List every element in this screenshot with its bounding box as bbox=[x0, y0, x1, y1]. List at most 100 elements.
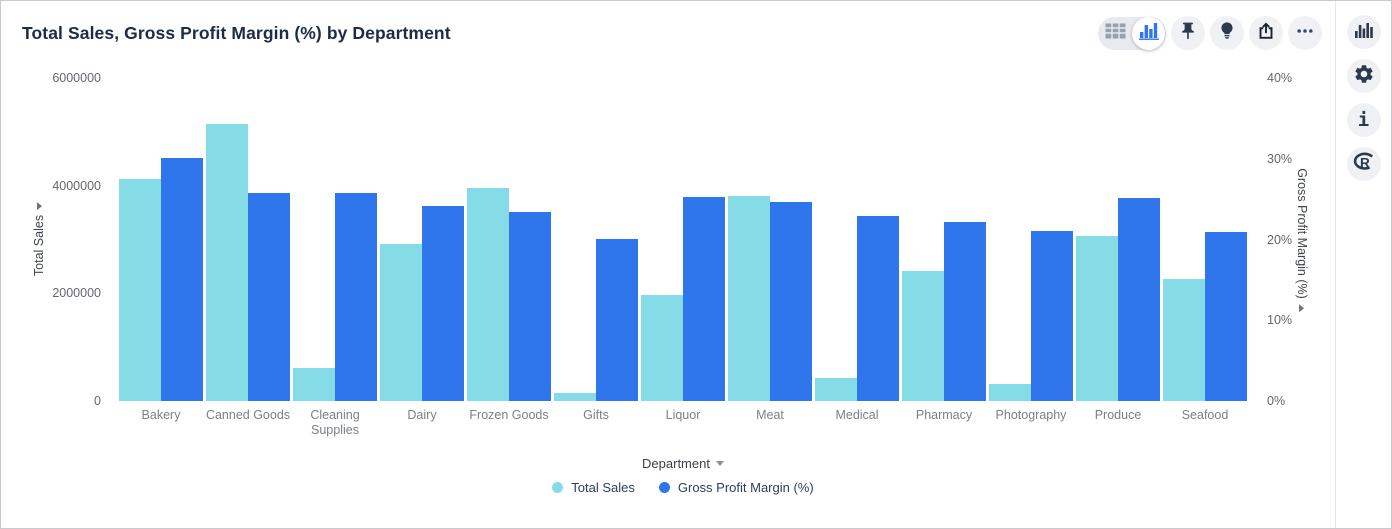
gross-profit-margin-bar[interactable] bbox=[335, 193, 377, 401]
bar-group-seafood bbox=[1163, 78, 1247, 401]
total-sales-bar[interactable] bbox=[902, 271, 944, 401]
total-sales-bar[interactable] bbox=[293, 368, 335, 401]
share-icon bbox=[1256, 21, 1276, 46]
settings-gear-icon bbox=[1353, 63, 1375, 90]
lightbulb-icon bbox=[1217, 20, 1237, 46]
total-sales-bar[interactable] bbox=[380, 244, 422, 401]
gross-profit-margin-bar[interactable] bbox=[1118, 198, 1160, 401]
bar-group-dairy bbox=[380, 78, 464, 401]
bar-group-produce bbox=[1076, 78, 1160, 401]
legend-item[interactable]: Total Sales bbox=[552, 480, 635, 495]
gross-profit-margin-bar[interactable] bbox=[1205, 232, 1247, 401]
bar-group-frozen-goods bbox=[467, 78, 551, 401]
right-axis-tick: 10% bbox=[1267, 313, 1293, 328]
chart-title: Total Sales, Gross Profit Margin (%) by … bbox=[22, 23, 451, 43]
bar-group-meat bbox=[728, 78, 812, 401]
table-view-button[interactable] bbox=[1099, 17, 1132, 50]
lightbulb-button[interactable] bbox=[1210, 16, 1244, 50]
bar-group-gifts bbox=[554, 78, 638, 401]
legend-item[interactable]: Gross Profit Margin (%) bbox=[658, 480, 814, 495]
left-axis-sort-caret-icon bbox=[36, 201, 42, 210]
left-axis-label[interactable]: Total Sales bbox=[32, 201, 46, 277]
total-sales-bar[interactable] bbox=[119, 179, 161, 401]
total-sales-bar[interactable] bbox=[641, 295, 683, 401]
category-label: Pharmacy bbox=[915, 408, 973, 422]
left-axis-tick: 6000000 bbox=[52, 71, 101, 85]
category-label: Cleaning Supplies bbox=[310, 408, 360, 437]
category-label: Liquor bbox=[665, 408, 701, 422]
gross-profit-margin-bar[interactable] bbox=[248, 193, 290, 401]
card-toolbar bbox=[1098, 16, 1322, 50]
table-view-icon bbox=[1105, 22, 1126, 44]
bar-group-cleaning-supplies bbox=[293, 78, 377, 401]
gross-profit-margin-bar[interactable] bbox=[596, 239, 638, 401]
pin-icon bbox=[1178, 21, 1198, 46]
category-label: Meat bbox=[756, 408, 784, 422]
bar-group-photography bbox=[989, 78, 1073, 401]
category-label: Medical bbox=[835, 408, 879, 422]
left-axis-tick: 2000000 bbox=[52, 286, 101, 301]
column-chart-icon bbox=[1354, 21, 1373, 44]
bar-group-pharmacy bbox=[902, 78, 986, 401]
bar-chart-view-icon bbox=[1138, 22, 1159, 45]
bar-group-liquor bbox=[641, 78, 725, 401]
right-axis-tick: 40% bbox=[1267, 71, 1293, 85]
category-label: Gifts bbox=[583, 408, 609, 422]
bar-group-medical bbox=[815, 78, 899, 401]
legend-dot-icon bbox=[658, 482, 670, 493]
legend-label: Gross Profit Margin (%) bbox=[677, 480, 814, 495]
department-dropdown-caret-icon bbox=[715, 461, 724, 466]
right-axis-tick: 20% bbox=[1267, 232, 1293, 247]
gross-profit-margin-bar[interactable] bbox=[1031, 231, 1073, 401]
plot-area bbox=[119, 78, 1247, 401]
gross-profit-margin-bar[interactable] bbox=[770, 202, 812, 401]
settings-button[interactable] bbox=[1346, 59, 1381, 93]
total-sales-bar[interactable] bbox=[206, 124, 248, 401]
legend-label: Total Sales bbox=[571, 480, 635, 495]
rail-divider bbox=[1335, 1, 1336, 528]
category-label: Photography bbox=[995, 408, 1067, 422]
total-sales-bar[interactable] bbox=[1163, 279, 1205, 401]
x-axis-title-text: Department bbox=[642, 456, 710, 471]
chart-view-button[interactable] bbox=[1132, 16, 1165, 50]
total-sales-bar[interactable] bbox=[1076, 236, 1118, 401]
total-sales-bar[interactable] bbox=[554, 393, 596, 401]
info-button[interactable]: i bbox=[1346, 103, 1381, 137]
legend-dot-icon bbox=[552, 482, 564, 493]
total-sales-bar[interactable] bbox=[728, 196, 770, 401]
category-label: Canned Goods bbox=[205, 408, 291, 422]
view-toggle bbox=[1098, 16, 1166, 50]
column-chart-button[interactable] bbox=[1346, 15, 1381, 49]
category-label: Frozen Goods bbox=[469, 408, 549, 422]
total-sales-bar[interactable] bbox=[815, 378, 857, 401]
more-icon bbox=[1295, 21, 1315, 46]
r-script-button[interactable]: R bbox=[1346, 147, 1381, 181]
category-label: Bakery bbox=[141, 408, 181, 422]
category-label: Dairy bbox=[407, 408, 437, 422]
left-axis-label-text: Total Sales bbox=[32, 214, 46, 277]
right-axis-sort-caret-icon bbox=[1299, 303, 1305, 312]
bar-group-canned-goods bbox=[206, 78, 290, 401]
share-button[interactable] bbox=[1249, 16, 1283, 50]
side-rail: i R bbox=[1336, 15, 1391, 181]
total-sales-bar[interactable] bbox=[989, 384, 1031, 401]
category-label: Seafood bbox=[1181, 408, 1229, 422]
gross-profit-margin-bar[interactable] bbox=[161, 158, 203, 401]
gross-profit-margin-bar[interactable] bbox=[857, 216, 899, 401]
gross-profit-margin-bar[interactable] bbox=[422, 206, 464, 401]
right-axis-tick: 30% bbox=[1267, 151, 1293, 166]
r-script-icon: R bbox=[1352, 151, 1376, 178]
pin-button[interactable] bbox=[1171, 16, 1205, 50]
more-button[interactable] bbox=[1288, 16, 1322, 50]
gross-profit-margin-bar[interactable] bbox=[683, 197, 725, 401]
gross-profit-margin-bar[interactable] bbox=[944, 222, 986, 401]
bar-group-bakery bbox=[119, 78, 203, 401]
svg-text:R: R bbox=[1360, 155, 1370, 170]
gross-profit-margin-bar[interactable] bbox=[509, 212, 551, 401]
left-axis-tick: 4000000 bbox=[52, 178, 101, 193]
total-sales-bar[interactable] bbox=[467, 188, 509, 401]
legend: Total Sales Gross Profit Margin (%) bbox=[119, 480, 1247, 495]
category-label: Produce bbox=[1094, 408, 1142, 422]
department-dropdown[interactable]: Department bbox=[642, 456, 724, 471]
